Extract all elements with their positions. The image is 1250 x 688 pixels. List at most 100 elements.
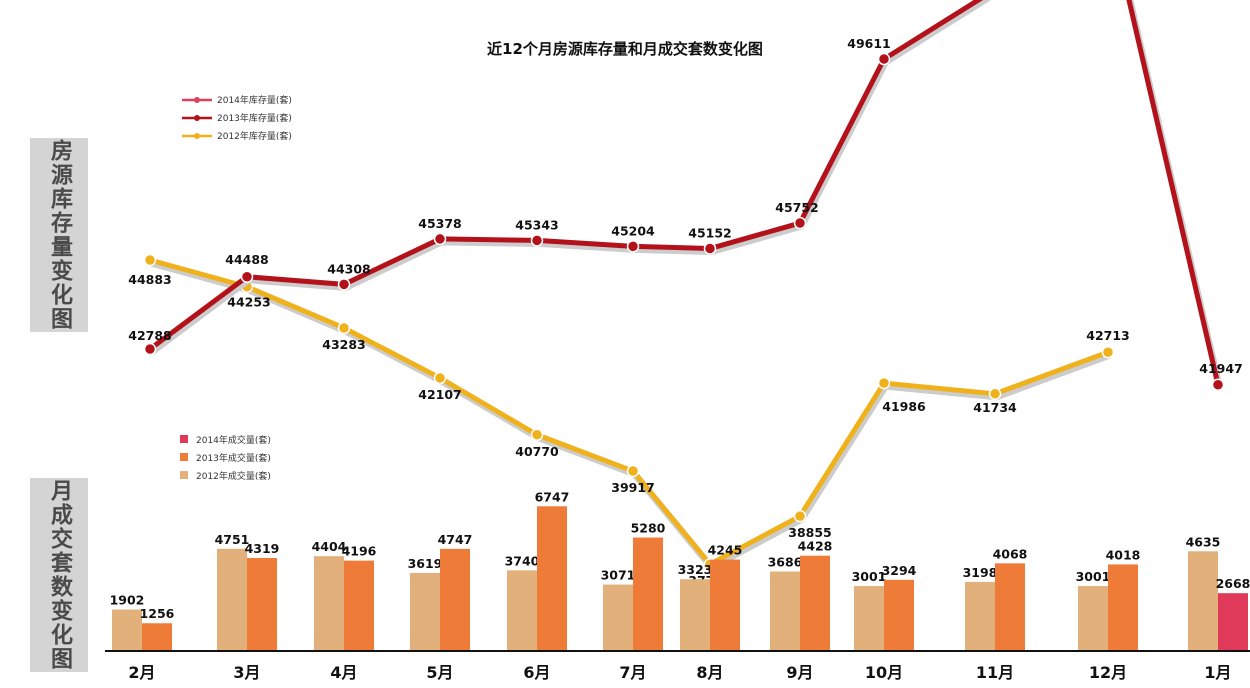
x-tick-label: 2月 (128, 663, 155, 682)
chart-title: 近12个月房源库存量和月成交套数变化图 (487, 40, 763, 58)
series-line (148, 0, 1221, 386)
x-tick-label: 10月 (865, 663, 903, 682)
bar (603, 584, 633, 650)
bar-label: 4751 (215, 532, 250, 547)
bar-label: 4018 (1106, 547, 1141, 562)
data-label: 39917 (611, 480, 655, 495)
data-label: 45152 (688, 226, 732, 241)
data-point (703, 242, 717, 255)
bar (410, 572, 440, 650)
bar-label: 2668 (1216, 576, 1250, 591)
bar-label: 4428 (798, 539, 833, 554)
x-tick-label: 12月 (1089, 663, 1127, 682)
bar-label: 4319 (245, 541, 280, 556)
data-point (337, 321, 351, 335)
x-tick-label: 5月 (426, 663, 453, 682)
bar (344, 560, 374, 650)
bar (314, 556, 344, 650)
data-point (337, 278, 351, 291)
data-label: 42107 (418, 387, 462, 402)
bar-label: 4196 (342, 544, 377, 559)
x-tick-label: 3月 (233, 663, 260, 682)
legend-label: 2012年成交量(套) (196, 470, 271, 482)
data-label: 42788 (128, 328, 172, 343)
data-label: 41986 (882, 399, 926, 414)
data-point (877, 376, 891, 390)
bar-label: 4747 (438, 532, 473, 547)
data-point (433, 232, 447, 246)
data-point (793, 509, 807, 523)
bar (1188, 551, 1218, 650)
data-point (143, 342, 157, 356)
bar (1218, 593, 1248, 650)
data-point (877, 52, 891, 66)
x-tick-label: 1月 (1204, 663, 1231, 682)
bar (507, 570, 537, 650)
data-label: 49611 (847, 36, 891, 51)
legend-label: 2014年库存量(套) (217, 94, 292, 106)
x-tick-label: 7月 (619, 663, 646, 682)
bar-label: 3001 (852, 569, 887, 584)
bar (440, 548, 470, 650)
sales-side-label: 月成交套数变化图 (30, 478, 88, 672)
legend-bar-swatch (180, 471, 188, 479)
bar-label: 1256 (140, 606, 175, 621)
bar-label: 3740 (505, 553, 540, 568)
data-point (530, 234, 544, 247)
legend-line-marker (194, 133, 200, 139)
bar (770, 571, 800, 650)
data-label: 43283 (322, 337, 366, 352)
data-label: 44253 (227, 295, 271, 310)
bar (112, 609, 142, 650)
bar-label: 4404 (312, 539, 347, 554)
bar-label: 3001 (1076, 569, 1111, 584)
bar (537, 506, 567, 650)
bar (1108, 564, 1138, 650)
data-point (1211, 378, 1225, 392)
bar (247, 558, 277, 650)
bar (710, 559, 740, 650)
legend-label: 2013年成交量(套) (196, 452, 271, 464)
bar-label: 6747 (535, 489, 570, 504)
x-tick-label: 8月 (696, 663, 723, 682)
x-tick-label: 11月 (976, 663, 1014, 682)
data-label: 45378 (418, 216, 462, 231)
data-point (530, 428, 544, 442)
bar-label: 3198 (963, 565, 998, 580)
bar (854, 586, 884, 650)
data-point (143, 253, 157, 267)
inventory-side-label: 房源库存量变化图 (30, 138, 88, 332)
bar-label: 1902 (110, 592, 145, 607)
data-point (626, 464, 640, 478)
data-point (240, 270, 254, 284)
data-point (1101, 345, 1115, 359)
bar-label: 3323 (678, 562, 713, 577)
bar (965, 581, 995, 650)
legend-label: 2012年库存量(套) (217, 130, 292, 142)
bar-label: 4068 (993, 546, 1028, 561)
bar-label: 3294 (882, 563, 917, 578)
x-tick-label: 6月 (523, 663, 550, 682)
x-tick-label: 4月 (330, 663, 357, 682)
x-tick-label: 9月 (786, 663, 813, 682)
legend-bar-swatch (180, 435, 188, 443)
bar (142, 623, 172, 650)
data-label: 41947 (1199, 361, 1243, 376)
bar (633, 537, 663, 650)
bar-label: 4635 (1186, 534, 1221, 549)
bar (680, 579, 710, 650)
legend-line-marker (194, 115, 200, 121)
data-label: 45204 (611, 223, 655, 238)
bar-label: 3686 (768, 554, 803, 569)
series-line (149, 257, 1109, 567)
bar (800, 555, 830, 650)
data-label: 38855 (788, 525, 832, 540)
bar-label: 3071 (601, 568, 636, 583)
bar (217, 548, 247, 650)
legend-label: 2013年库存量(套) (217, 112, 292, 124)
bar-label: 5280 (631, 521, 666, 536)
data-label: 40770 (515, 444, 559, 459)
data-label: 42713 (1086, 328, 1130, 343)
data-label: 44883 (128, 272, 172, 287)
